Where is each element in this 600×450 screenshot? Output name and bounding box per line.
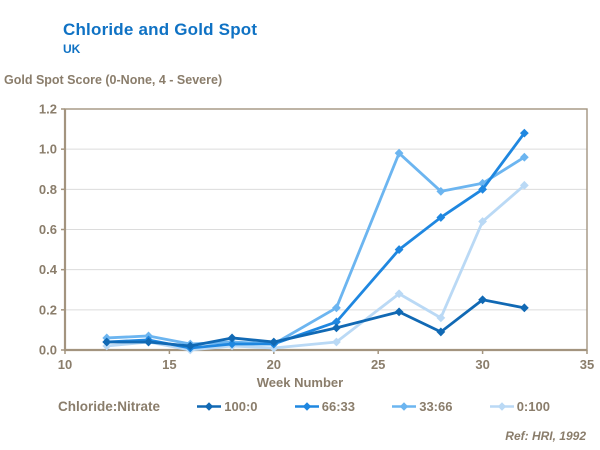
- series-marker-100:0: [478, 295, 487, 305]
- legend-item-label: 66:33: [321, 399, 355, 414]
- series-marker-100:0: [519, 303, 529, 313]
- y-tick-label: 0.8: [39, 182, 57, 197]
- series-marker-33:66: [436, 186, 446, 196]
- series-marker-66:33: [332, 317, 341, 327]
- series-marker-66:33: [478, 184, 487, 194]
- legend-title: Chloride:Nitrate: [58, 399, 161, 414]
- legend-marker-icon: [392, 402, 417, 411]
- legend-marker-icon: [489, 402, 514, 411]
- legend-item-66-33: 66:33: [294, 399, 355, 414]
- series-marker-0:100: [519, 180, 529, 190]
- series-line-33:66: [105, 151, 526, 346]
- series-marker-0:100: [394, 289, 404, 299]
- series-marker-100:0: [227, 333, 237, 343]
- x-tick-label: 30: [475, 357, 489, 372]
- legend-item-0-100: 0:100: [489, 399, 550, 414]
- legend-item-label: 33:66: [419, 399, 453, 414]
- legend-item-label: 100:0: [224, 399, 258, 414]
- x-tick-label: 10: [58, 357, 72, 372]
- series-line-100:0: [105, 298, 526, 348]
- series-marker-100:0: [102, 337, 112, 347]
- series-marker-100:0: [332, 323, 341, 333]
- y-tick-label: 1.2: [39, 102, 57, 117]
- legend-marker-icon: [294, 402, 319, 411]
- legend-item-33-66: 33:66: [391, 399, 452, 414]
- series-marker-0:100: [478, 217, 487, 226]
- legend-item-100-0: 100:0: [196, 399, 258, 414]
- chart-title: Chloride and Gold Spot: [63, 20, 258, 39]
- chart-legend: Chloride:Nitrate 100:0 66:33 33:66 0:100: [58, 399, 550, 414]
- y-axis-title: Gold Spot Score (0-None, 4 - Severe): [4, 73, 223, 87]
- series-marker-100:0: [269, 337, 279, 347]
- y-tick-label: 0.0: [39, 343, 57, 358]
- series-marker-66:33: [519, 128, 529, 138]
- series-marker-100:0: [144, 337, 153, 347]
- series-marker-100:0: [185, 341, 195, 351]
- chart-subtitle: UK: [63, 42, 81, 56]
- series-marker-100:0: [436, 327, 446, 337]
- x-tick-label: 20: [267, 357, 281, 372]
- series-marker-33:66: [394, 148, 404, 158]
- x-axis-title: Week Number: [256, 375, 344, 390]
- series-line-0:100: [105, 183, 526, 352]
- reference-note: Ref: HRI, 1992: [505, 429, 586, 443]
- y-tick-label: 1.0: [39, 142, 57, 157]
- series-marker-33:66: [332, 303, 341, 313]
- series-marker-0:100: [436, 313, 446, 323]
- series-marker-100:0: [394, 307, 404, 317]
- series-marker-66:33: [394, 245, 404, 254]
- y-tick-label: 0.6: [39, 222, 57, 237]
- legend-item-label: 0:100: [516, 399, 550, 414]
- series-marker-0:100: [332, 337, 341, 347]
- y-tick-label: 0.2: [39, 302, 57, 317]
- x-tick-label: 35: [580, 357, 594, 372]
- y-tick-label: 0.4: [39, 262, 58, 277]
- series-marker-66:33: [227, 339, 237, 349]
- x-tick-label: 15: [162, 357, 176, 372]
- legend-marker-icon: [197, 402, 222, 411]
- series-marker-33:66: [519, 152, 529, 162]
- x-tick-label: 25: [371, 357, 385, 372]
- series-marker-66:33: [436, 213, 446, 222]
